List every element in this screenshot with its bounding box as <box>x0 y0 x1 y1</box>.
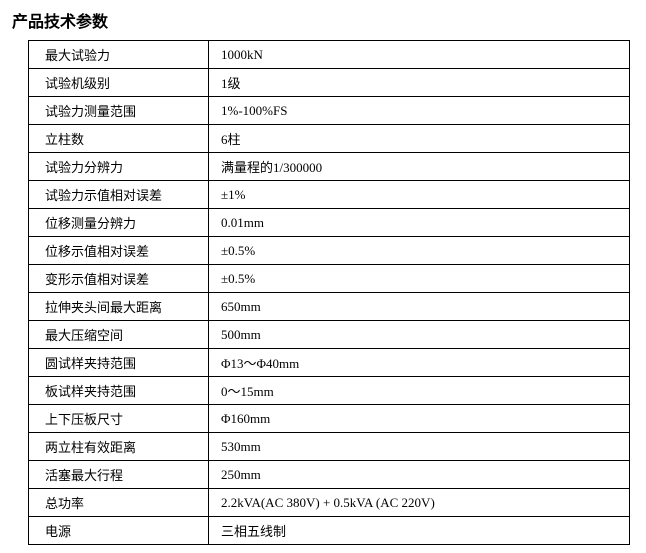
table-row: 总功率2.2kVA(AC 380V) + 0.5kVA (AC 220V) <box>29 489 630 517</box>
table-row: 活塞最大行程250mm <box>29 461 630 489</box>
spec-value: 250mm <box>209 461 630 489</box>
spec-label: 总功率 <box>29 489 209 517</box>
table-row: 位移测量分辨力0.01mm <box>29 209 630 237</box>
spec-value: 2.2kVA(AC 380V) + 0.5kVA (AC 220V) <box>209 489 630 517</box>
table-row: 最大压缩空间500mm <box>29 321 630 349</box>
spec-table-container: 最大试验力1000kN试验机级别1级试验力测量范围1%-100%FS立柱数6柱试… <box>28 40 630 545</box>
spec-label: 圆试样夹持范围 <box>29 349 209 377</box>
spec-value: 6柱 <box>209 125 630 153</box>
spec-label: 最大试验力 <box>29 41 209 69</box>
spec-label: 两立柱有效距离 <box>29 433 209 461</box>
spec-value: 满量程的1/300000 <box>209 153 630 181</box>
spec-label: 立柱数 <box>29 125 209 153</box>
spec-value: ±0.5% <box>209 237 630 265</box>
spec-table: 最大试验力1000kN试验机级别1级试验力测量范围1%-100%FS立柱数6柱试… <box>28 40 630 545</box>
spec-label: 试验力分辨力 <box>29 153 209 181</box>
spec-value: 1000kN <box>209 41 630 69</box>
spec-label: 试验机级别 <box>29 69 209 97</box>
spec-label: 电源 <box>29 517 209 545</box>
spec-label: 位移示值相对误差 <box>29 237 209 265</box>
spec-label: 试验力示值相对误差 <box>29 181 209 209</box>
spec-label: 最大压缩空间 <box>29 321 209 349</box>
spec-value: 500mm <box>209 321 630 349</box>
spec-value: 0.01mm <box>209 209 630 237</box>
table-row: 试验机级别1级 <box>29 69 630 97</box>
spec-value: Φ13～Φ40mm <box>209 349 630 377</box>
spec-label: 变形示值相对误差 <box>29 265 209 293</box>
spec-label: 板试样夹持范围 <box>29 377 209 405</box>
spec-value: 0～15mm <box>209 377 630 405</box>
section-title: 产品技术参数 <box>12 8 638 32</box>
table-row: 电源三相五线制 <box>29 517 630 545</box>
table-row: 试验力测量范围1%-100%FS <box>29 97 630 125</box>
spec-value: ±0.5% <box>209 265 630 293</box>
spec-label: 试验力测量范围 <box>29 97 209 125</box>
spec-value: ±1% <box>209 181 630 209</box>
spec-value: Φ160mm <box>209 405 630 433</box>
table-row: 拉伸夹头间最大距离650mm <box>29 293 630 321</box>
table-row: 圆试样夹持范围Φ13～Φ40mm <box>29 349 630 377</box>
spec-value: 三相五线制 <box>209 517 630 545</box>
table-row: 上下压板尺寸Φ160mm <box>29 405 630 433</box>
spec-value: 1级 <box>209 69 630 97</box>
spec-label: 上下压板尺寸 <box>29 405 209 433</box>
table-row: 位移示值相对误差±0.5% <box>29 237 630 265</box>
spec-value: 1%-100%FS <box>209 97 630 125</box>
table-row: 立柱数6柱 <box>29 125 630 153</box>
table-row: 变形示值相对误差±0.5% <box>29 265 630 293</box>
table-row: 试验力示值相对误差±1% <box>29 181 630 209</box>
table-row: 试验力分辨力满量程的1/300000 <box>29 153 630 181</box>
spec-label: 拉伸夹头间最大距离 <box>29 293 209 321</box>
table-row: 两立柱有效距离530mm <box>29 433 630 461</box>
spec-label: 位移测量分辨力 <box>29 209 209 237</box>
table-row: 最大试验力1000kN <box>29 41 630 69</box>
table-row: 板试样夹持范围0～15mm <box>29 377 630 405</box>
spec-label: 活塞最大行程 <box>29 461 209 489</box>
spec-value: 530mm <box>209 433 630 461</box>
spec-value: 650mm <box>209 293 630 321</box>
